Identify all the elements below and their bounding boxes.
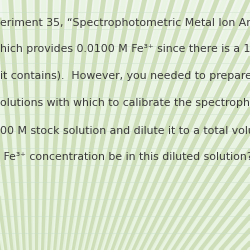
Text: olutions with which to calibrate the spectrophotometer: olutions with which to calibrate the spe… — [0, 98, 250, 108]
Text: 00 M stock solution and dilute it to a total volume of 25: 00 M stock solution and dilute it to a t… — [0, 126, 250, 136]
Text: eriment 35, “Spectrophotometric Metal Ion Analysis”, y: eriment 35, “Spectrophotometric Metal Io… — [0, 18, 250, 28]
Text: Fe³⁺ concentration be in this diluted solution?: Fe³⁺ concentration be in this diluted so… — [0, 152, 250, 162]
Text: it contains).  However, you needed to prepare several d: it contains). However, you needed to pre… — [0, 72, 250, 82]
Text: hich provides 0.0100 M Fe³⁺ since there is a 1:1 mole ra: hich provides 0.0100 M Fe³⁺ since there … — [0, 44, 250, 54]
